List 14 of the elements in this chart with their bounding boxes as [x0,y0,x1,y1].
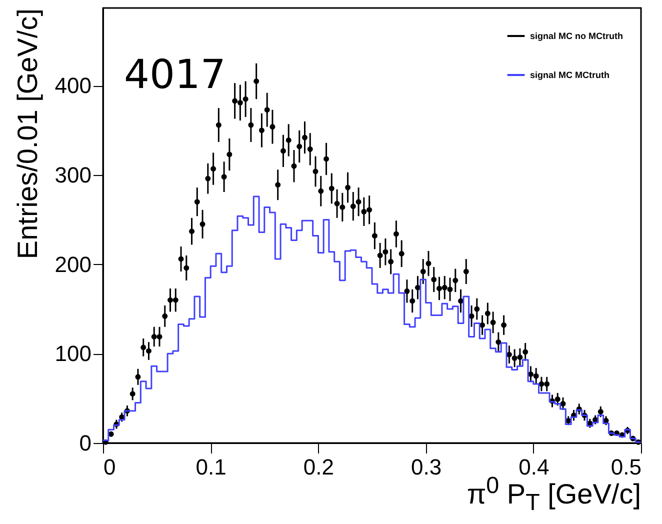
y-tick-label: 300 [54,162,92,188]
x-tick-label: 0.1 [196,454,226,480]
x-tick-label: 0.2 [303,454,334,480]
legend-label: signal MC no MCtruth [530,31,623,41]
y-tick-label: 200 [54,252,92,277]
y-tick-label: 0 [79,430,92,456]
x-tick-label: 0.5 [610,454,642,480]
y-tick-label: 400 [54,73,92,98]
annotation: 4017 [124,52,226,98]
x-tick-label: 0.3 [411,454,442,480]
y-tick-label: 100 [54,341,92,366]
y-axis-title: Entries/0.01 [GeV/c] [12,8,43,260]
legend-label: signal MC MCtruth [530,70,610,80]
x-tick-label: 0 [104,454,116,480]
